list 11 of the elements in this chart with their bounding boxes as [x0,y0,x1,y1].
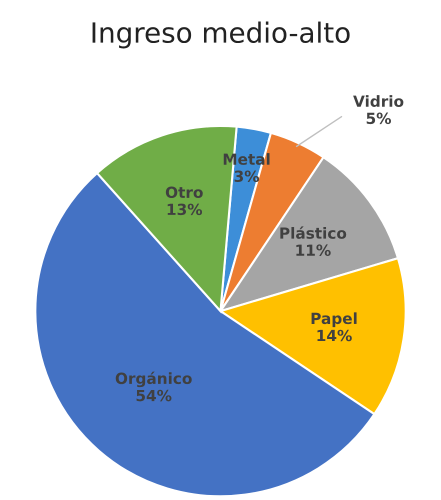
slice-label: Papel [312,312,357,328]
data-label: 14% [317,330,352,342]
data-label: 11% [296,244,331,256]
slice-label: Orgánico [116,372,192,388]
chart-title: Ingreso medio-alto [92,22,350,48]
data-label: 13% [168,204,202,216]
data-label: 54% [136,390,172,402]
slice-label: Otro [166,186,203,198]
data-label: 5% [366,112,392,124]
slice-label: Plástico [280,226,346,239]
slice-label: Vidrio [353,95,404,107]
